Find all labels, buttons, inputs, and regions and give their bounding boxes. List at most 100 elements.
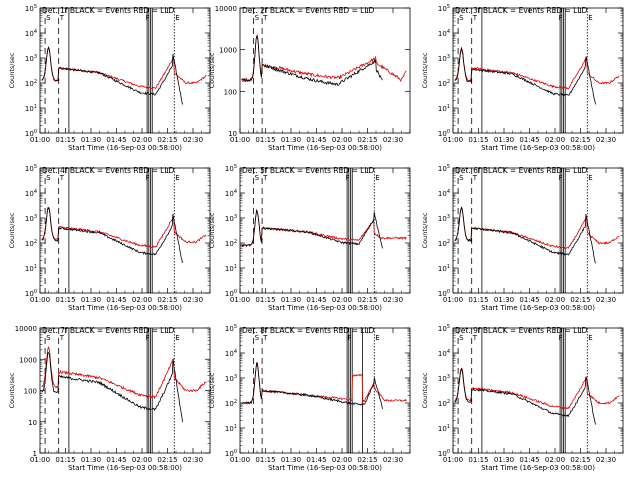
x-tick-label: 01:30 xyxy=(81,296,101,304)
y-tick-base: 10 xyxy=(225,425,234,433)
y-tick-exponent: 0 xyxy=(234,289,237,295)
y-tick-exponent: 2 xyxy=(34,239,37,245)
series-line-lld xyxy=(454,367,620,410)
y-tick-exponent: 3 xyxy=(447,214,450,220)
y-tick-label: 103 xyxy=(25,214,37,223)
y-tick-label: 103 xyxy=(25,54,37,63)
y-tick-label: 102 xyxy=(225,399,237,408)
y-tick-base: 10 xyxy=(438,450,447,458)
x-tick-label: 02:00 xyxy=(332,136,352,144)
plot-frame xyxy=(239,7,411,134)
y-tick-base: 10 xyxy=(25,265,34,273)
y-tick-label: 102 xyxy=(225,239,237,248)
marker-label-end: E xyxy=(588,334,592,342)
y-tick-exponent: 4 xyxy=(447,29,450,35)
panel-title: Det. 8f BLACK = Events RED = LLD xyxy=(242,326,375,335)
plot-frame xyxy=(39,7,211,134)
x-tick-label: 01:30 xyxy=(494,456,514,464)
series-line-events xyxy=(241,209,383,249)
x-tick-label: 02:15 xyxy=(157,456,177,464)
series-line-lld xyxy=(241,363,407,405)
panel-8: Det. 8f BLACK = Events RED = LLD 100 101 10… xyxy=(208,324,411,472)
x-tick-label: 01:15 xyxy=(468,456,488,464)
x-tick-label: 01:15 xyxy=(55,136,75,144)
y-tick-label: 105 xyxy=(225,324,237,333)
y-tick-label: 105 xyxy=(438,164,450,173)
y-tick-base: 10 xyxy=(438,190,447,198)
marker-label-t: T xyxy=(472,174,478,182)
y-tick-exponent: 3 xyxy=(34,214,37,220)
y-tick-label: 101 xyxy=(25,104,37,113)
x-tick-label: 02:15 xyxy=(570,136,590,144)
panel-title: Det. 3f BLACK = Events RED = LLD xyxy=(455,6,588,15)
marker-label-start: S xyxy=(46,334,51,342)
y-tick-exponent: 5 xyxy=(234,164,237,170)
y-axis-label: Counts/sec xyxy=(421,212,429,248)
y-tick-label: 10000 xyxy=(215,5,237,13)
y-tick-exponent: 5 xyxy=(447,4,450,10)
x-tick-label: 02:00 xyxy=(332,296,352,304)
marker-label-f: F xyxy=(559,174,563,182)
marker-label-start: S xyxy=(255,334,260,342)
y-tick-base: 10 xyxy=(25,240,34,248)
marker-label-f: F xyxy=(146,334,150,342)
series-line-lld xyxy=(454,46,620,90)
plot-frame xyxy=(239,167,411,294)
y-tick-exponent: 3 xyxy=(234,374,237,380)
y-tick-exponent: 5 xyxy=(447,324,450,330)
series-line-events xyxy=(454,206,596,264)
marker-label-t: T xyxy=(472,334,478,342)
marker-label-f: F xyxy=(347,334,351,342)
y-tick-base: 10 xyxy=(25,105,34,113)
marker-label-end: E xyxy=(175,334,179,342)
y-tick-base: 10 xyxy=(25,30,34,38)
x-tick-label: 01:15 xyxy=(255,456,275,464)
x-tick-label: 01:00 xyxy=(230,296,250,304)
y-tick-exponent: 4 xyxy=(447,189,450,195)
x-tick-label: 01:30 xyxy=(281,456,301,464)
y-tick-label: 104 xyxy=(438,189,450,198)
x-tick-label: 01:45 xyxy=(106,136,126,144)
y-tick-exponent: 3 xyxy=(234,214,237,220)
y-tick-label: 103 xyxy=(438,54,450,63)
marker-label-start: S xyxy=(46,14,51,22)
y-tick-base: 10 xyxy=(25,190,34,198)
y-tick-label: 103 xyxy=(438,374,450,383)
panel-2: Det. 2f BLACK = Events RED = LLD 10 100 100… xyxy=(208,5,411,152)
y-tick-exponent: 4 xyxy=(34,29,37,35)
series-line-events xyxy=(241,361,383,409)
y-axis-label: Counts/sec xyxy=(421,52,429,88)
y-axis-label: Counts/sec xyxy=(208,52,216,88)
x-tick-label: 02:30 xyxy=(183,296,203,304)
y-tick-base: 10 xyxy=(25,215,34,223)
plot-frame xyxy=(39,167,211,294)
y-tick-base: 10 xyxy=(438,80,447,88)
y-tick-label: 1000 xyxy=(219,47,237,55)
y-tick-base: 10 xyxy=(225,215,234,223)
y-tick-exponent: 1 xyxy=(34,264,37,270)
x-tick-label: 01:00 xyxy=(443,136,463,144)
y-tick-exponent: 1 xyxy=(234,424,237,430)
x-tick-label: 02:00 xyxy=(545,296,565,304)
x-tick-label: 01:00 xyxy=(30,456,50,464)
y-tick-base: 10 xyxy=(438,55,447,63)
y-tick-label: 100 xyxy=(225,449,237,458)
y-tick-base: 10 xyxy=(25,165,34,173)
marker-label-start: S xyxy=(255,174,260,182)
y-tick-base: 10 xyxy=(438,265,447,273)
y-tick-label: 101 xyxy=(438,424,450,433)
series-line-events xyxy=(454,367,596,425)
y-tick-base: 10 xyxy=(438,425,447,433)
y-axis-label: Counts/sec xyxy=(208,212,216,248)
x-tick-label: 01:30 xyxy=(281,296,301,304)
x-tick-label: 02:15 xyxy=(357,136,377,144)
y-tick-label: 101 xyxy=(225,264,237,273)
y-tick-label: 100 xyxy=(25,129,37,138)
y-tick-label: 100 xyxy=(24,388,37,396)
x-tick-label: 02:15 xyxy=(357,456,377,464)
series-line-events xyxy=(41,46,183,105)
y-tick-exponent: 3 xyxy=(34,54,37,60)
y-tick-base: 10 xyxy=(25,5,34,13)
marker-label-f: F xyxy=(346,174,350,182)
y-tick-base: 10 xyxy=(438,165,447,173)
